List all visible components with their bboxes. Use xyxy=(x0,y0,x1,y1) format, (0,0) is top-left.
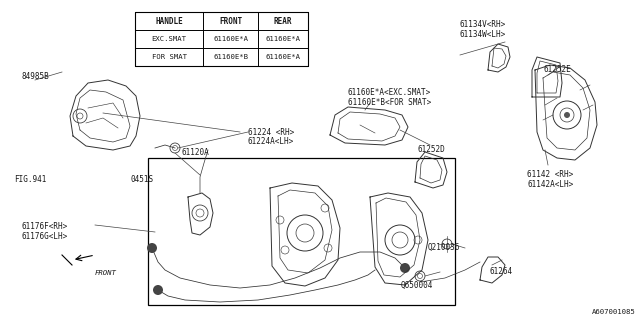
Text: 61160E*A<EXC.SMAT>: 61160E*A<EXC.SMAT> xyxy=(348,88,431,97)
Text: FRONT: FRONT xyxy=(95,270,117,276)
Text: FOR SMAT: FOR SMAT xyxy=(152,54,186,60)
Circle shape xyxy=(564,112,570,118)
Text: 0451S: 0451S xyxy=(131,175,154,184)
Text: A607001085: A607001085 xyxy=(592,309,636,315)
Bar xyxy=(135,12,308,66)
Text: 61252D: 61252D xyxy=(418,145,445,154)
Text: 61160E*B<FOR SMAT>: 61160E*B<FOR SMAT> xyxy=(348,98,431,107)
Circle shape xyxy=(147,243,157,253)
Text: EXC.SMAT: EXC.SMAT xyxy=(152,36,186,42)
Text: 61160E*A: 61160E*A xyxy=(213,36,248,42)
Bar xyxy=(148,158,455,305)
Text: REAR: REAR xyxy=(274,17,292,26)
Text: 61120A: 61120A xyxy=(182,148,210,157)
Circle shape xyxy=(153,285,163,295)
Text: 61224 <RH>: 61224 <RH> xyxy=(248,128,294,137)
Text: 61134V<RH>: 61134V<RH> xyxy=(460,20,506,29)
Text: FRONT: FRONT xyxy=(219,17,242,26)
Text: FIG.941: FIG.941 xyxy=(14,175,46,184)
Text: HANDLE: HANDLE xyxy=(155,17,183,26)
Text: 61176F<RH>: 61176F<RH> xyxy=(22,222,68,231)
Text: Q210036: Q210036 xyxy=(428,243,460,252)
Text: 61224A<LH>: 61224A<LH> xyxy=(248,137,294,146)
Text: 61160E*A: 61160E*A xyxy=(266,54,301,60)
Text: 61176G<LH>: 61176G<LH> xyxy=(22,232,68,241)
Text: Q650004: Q650004 xyxy=(401,281,433,290)
Circle shape xyxy=(400,263,410,273)
Text: 61134W<LH>: 61134W<LH> xyxy=(460,30,506,39)
Text: 61142 <RH>: 61142 <RH> xyxy=(527,170,573,179)
Text: 61264: 61264 xyxy=(490,267,513,276)
Text: 61160E*B: 61160E*B xyxy=(213,54,248,60)
Text: 84985B: 84985B xyxy=(21,72,49,81)
Text: 61142A<LH>: 61142A<LH> xyxy=(527,180,573,189)
Text: 61252E: 61252E xyxy=(543,65,571,74)
Text: 61160E*A: 61160E*A xyxy=(266,36,301,42)
